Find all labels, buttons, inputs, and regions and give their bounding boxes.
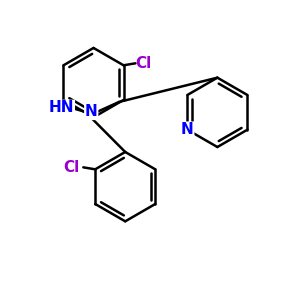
Text: HN: HN [49,100,74,116]
Text: N: N [181,122,194,137]
Text: Cl: Cl [135,56,152,71]
Text: N: N [85,104,98,119]
Text: Cl: Cl [63,160,80,175]
